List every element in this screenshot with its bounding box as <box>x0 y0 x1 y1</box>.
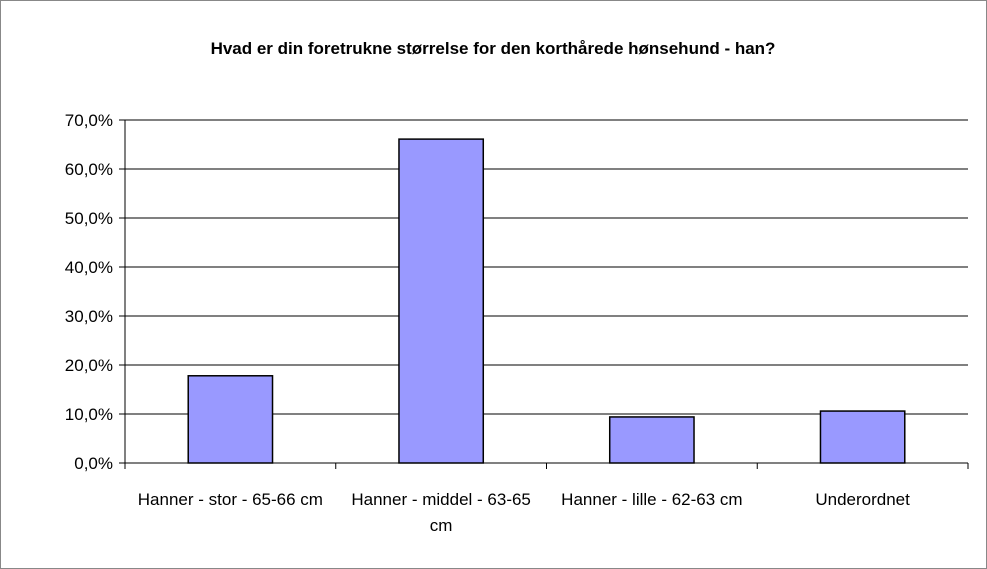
bar <box>398 138 485 464</box>
y-tick-label: 50,0% <box>65 209 113 228</box>
y-tick-label: 60,0% <box>65 160 113 179</box>
y-tick-label: 10,0% <box>65 405 113 424</box>
bar <box>608 416 695 464</box>
chart-title: Hvad er din foretrukne størrelse for den… <box>211 39 776 58</box>
y-tick-label: 30,0% <box>65 307 113 326</box>
y-tick-label: 0,0% <box>74 454 113 473</box>
bar <box>187 375 274 464</box>
y-tick-label: 20,0% <box>65 356 113 375</box>
bar <box>819 410 906 464</box>
x-tick-label: Hanner - stor - 65-66 cm <box>138 490 323 509</box>
x-tick-label: Hanner - middel - 63-65 cm <box>351 490 531 535</box>
y-tick-label: 40,0% <box>65 258 113 277</box>
x-tick-label: Hanner - lille - 62-63 cm <box>561 490 742 509</box>
y-tick-label: 70,0% <box>65 111 113 130</box>
x-tick-label: Underordnet <box>815 490 910 509</box>
